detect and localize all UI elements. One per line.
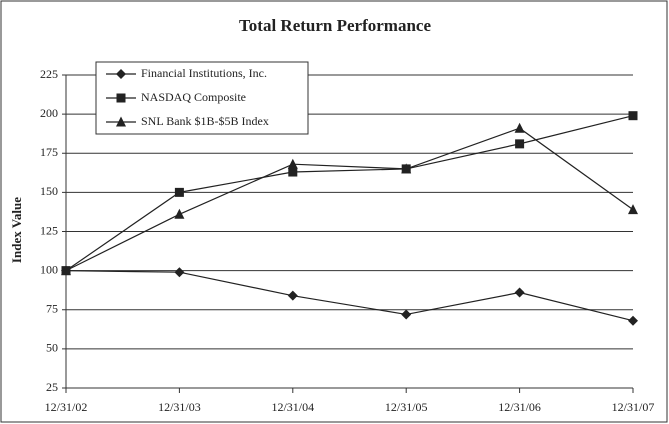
marker [174, 208, 185, 219]
y-tick-label: 200 [40, 106, 58, 120]
marker [116, 69, 126, 79]
y-tick-label: 225 [40, 67, 58, 81]
y-tick-label: 150 [40, 184, 58, 198]
series-line [65, 270, 634, 322]
legend-label: Financial Institutions, Inc. [141, 66, 267, 80]
marker [287, 158, 298, 169]
marker [628, 204, 638, 215]
x-tick-label: 12/31/04 [271, 400, 314, 414]
marker [116, 93, 126, 103]
y-tick-label: 175 [40, 145, 58, 159]
marker [514, 122, 525, 133]
marker [401, 163, 412, 174]
marker [401, 309, 412, 320]
x-tick-label: 12/31/03 [158, 400, 201, 414]
marker [628, 111, 638, 121]
legend-label: SNL Bank $1B-$5B Index [141, 114, 269, 128]
marker [61, 265, 71, 276]
marker [174, 267, 185, 278]
legend-label: NASDAQ Composite [141, 90, 246, 104]
series-line [65, 127, 634, 272]
y-tick-label: 50 [46, 341, 58, 355]
marker [174, 187, 184, 197]
marker [514, 287, 525, 298]
y-tick-label: 75 [46, 302, 58, 316]
x-tick-label: 12/31/06 [498, 400, 541, 414]
y-tick-label: 100 [40, 262, 58, 276]
x-tick-label: 12/31/05 [385, 400, 428, 414]
chart-title: Total Return Performance [239, 16, 431, 35]
marker [116, 116, 126, 127]
y-tick-label: 25 [46, 380, 58, 394]
marker [288, 167, 298, 177]
x-tick-label: 12/31/07 [612, 400, 655, 414]
marker [628, 315, 638, 326]
marker [287, 290, 298, 301]
x-tick-label: 12/31/02 [45, 400, 88, 414]
series-line [65, 115, 634, 272]
marker [515, 139, 525, 149]
y-axis-label: Index Value [9, 197, 24, 263]
y-tick-label: 125 [40, 223, 58, 237]
